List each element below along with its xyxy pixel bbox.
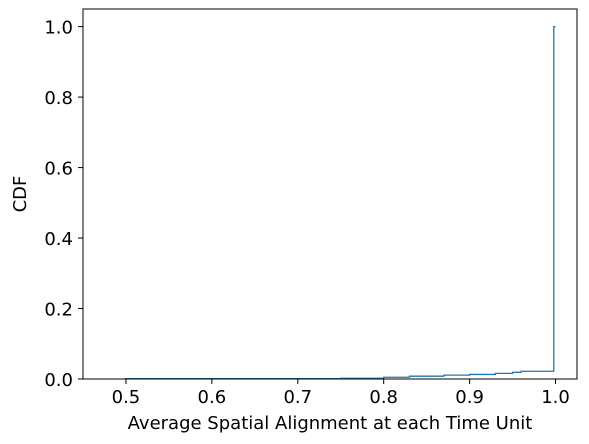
y-axis: 0.0 0.2 0.4 0.6 0.8 1.0	[44, 18, 83, 391]
y-axis-label: CDF	[10, 176, 31, 213]
x-axis: 0.5 0.6 0.7 0.8 0.9 1.0	[112, 379, 570, 408]
x-tick-label: 1.0	[541, 387, 570, 408]
x-tick-label: 0.9	[455, 387, 484, 408]
y-tick-label: 1.0	[44, 18, 73, 39]
x-tick-label: 0.6	[198, 387, 227, 408]
y-tick-label: 0.6	[44, 159, 73, 180]
axes-frame	[82, 8, 578, 380]
y-tick-label: 0.0	[44, 370, 73, 391]
y-tick-label: 0.4	[44, 229, 73, 250]
x-tick-label: 0.8	[369, 387, 398, 408]
cdf-series-line	[124, 25, 556, 380]
y-tick-label: 0.8	[44, 88, 73, 109]
y-tick-label: 0.2	[44, 300, 73, 321]
x-tick-label: 0.5	[112, 387, 141, 408]
plot-area	[124, 25, 556, 380]
x-tick-label: 0.7	[283, 387, 312, 408]
x-axis-label: Average Spatial Alignment at each Time U…	[128, 413, 533, 434]
